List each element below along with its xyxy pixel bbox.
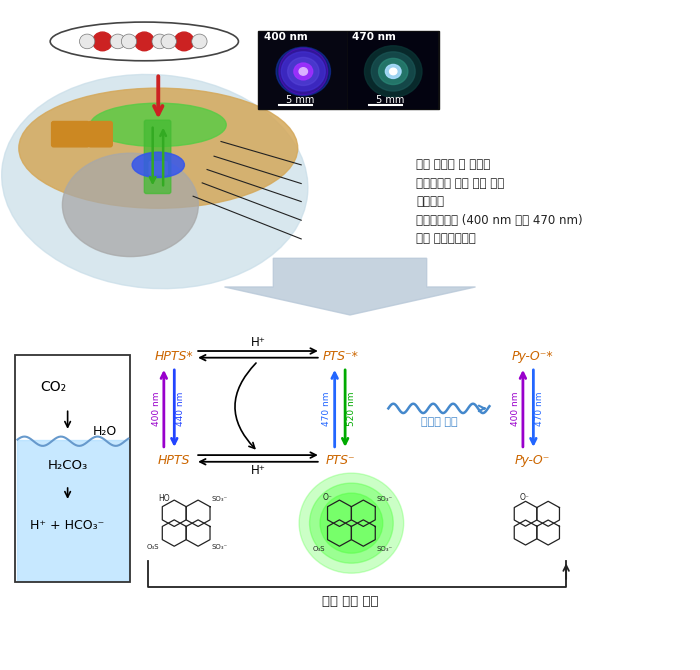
Text: 5 mm: 5 mm <box>376 95 404 105</box>
Text: H⁺ + HCO₃⁻: H⁺ + HCO₃⁻ <box>31 519 105 532</box>
Text: HPTS: HPTS <box>158 454 190 467</box>
Ellipse shape <box>309 483 393 563</box>
Text: PTS⁻*: PTS⁻* <box>323 350 359 363</box>
Circle shape <box>92 32 112 51</box>
Circle shape <box>174 32 194 51</box>
Text: 440 nm: 440 nm <box>176 391 185 425</box>
Text: 유기 포토다이오드: 유기 포토다이오드 <box>416 232 476 245</box>
Text: SO₃⁻: SO₃⁻ <box>377 545 393 551</box>
Text: 400 nm: 400 nm <box>263 32 307 42</box>
Ellipse shape <box>299 473 404 574</box>
Text: 발광다이오드 (400 nm 또는 470 nm): 발광다이오드 (400 nm 또는 470 nm) <box>416 214 583 226</box>
Ellipse shape <box>19 88 297 208</box>
Text: CO₂: CO₂ <box>41 380 66 394</box>
Text: SO₃⁻: SO₃⁻ <box>212 496 228 502</box>
Text: 470 nm: 470 nm <box>323 391 332 425</box>
Text: 콜러필터: 콜러필터 <box>416 195 444 208</box>
Text: 400 nm: 400 nm <box>511 391 519 425</box>
Ellipse shape <box>288 58 319 86</box>
Text: O₃S: O₃S <box>312 545 325 551</box>
Circle shape <box>134 32 154 51</box>
Text: O₃S: O₃S <box>146 544 159 550</box>
Ellipse shape <box>386 64 401 78</box>
Circle shape <box>161 34 176 49</box>
Text: Py-O⁻: Py-O⁻ <box>515 454 550 467</box>
Text: 빛에 의한 열화: 빛에 의한 열화 <box>322 596 378 608</box>
Text: Py-O⁻*: Py-O⁻* <box>512 350 554 363</box>
Polygon shape <box>225 258 475 315</box>
Ellipse shape <box>365 46 422 97</box>
Bar <box>17 440 129 580</box>
Text: H⁺: H⁺ <box>251 464 265 477</box>
Text: H⁺: H⁺ <box>251 336 265 349</box>
Text: 5 mm: 5 mm <box>286 95 314 105</box>
Ellipse shape <box>379 58 408 84</box>
Circle shape <box>110 34 125 49</box>
Bar <box>15 355 130 582</box>
Text: 이산화탄소 감지 형광 필름: 이산화탄소 감지 형광 필름 <box>416 177 505 190</box>
Ellipse shape <box>276 47 330 96</box>
Circle shape <box>152 34 167 49</box>
Text: H₂O: H₂O <box>92 425 117 438</box>
FancyBboxPatch shape <box>144 120 171 194</box>
Circle shape <box>80 34 94 49</box>
Text: H₂CO₃: H₂CO₃ <box>48 458 88 472</box>
Text: 에너지 전이: 에너지 전이 <box>421 417 458 427</box>
Ellipse shape <box>294 63 313 80</box>
Text: 기체 투과성 광 산란층: 기체 투과성 광 산란층 <box>416 158 491 172</box>
FancyBboxPatch shape <box>149 161 167 175</box>
Text: SO₃⁻: SO₃⁻ <box>377 496 393 502</box>
Text: O⁻: O⁻ <box>323 493 332 502</box>
Ellipse shape <box>320 493 383 553</box>
Ellipse shape <box>299 68 307 75</box>
Circle shape <box>192 34 207 49</box>
Bar <box>260 32 346 108</box>
Ellipse shape <box>90 103 226 147</box>
Ellipse shape <box>132 152 184 178</box>
Text: 520 nm: 520 nm <box>347 391 356 425</box>
Text: 470 nm: 470 nm <box>352 32 396 42</box>
Text: HPTS*: HPTS* <box>155 350 194 363</box>
Ellipse shape <box>279 48 328 94</box>
Ellipse shape <box>1 74 308 289</box>
Ellipse shape <box>390 68 397 75</box>
Text: HO: HO <box>159 494 170 503</box>
Circle shape <box>121 34 136 49</box>
Ellipse shape <box>371 52 415 91</box>
Text: O⁻: O⁻ <box>519 493 529 502</box>
FancyBboxPatch shape <box>52 121 89 147</box>
Bar <box>258 31 439 109</box>
Text: 470 nm: 470 nm <box>535 391 544 425</box>
Ellipse shape <box>281 52 326 91</box>
Ellipse shape <box>62 153 198 257</box>
Text: 400 nm: 400 nm <box>152 391 161 425</box>
FancyBboxPatch shape <box>88 121 112 147</box>
Text: PTS⁻: PTS⁻ <box>326 454 356 467</box>
Text: SO₃⁻: SO₃⁻ <box>212 544 228 550</box>
Bar <box>348 32 438 108</box>
